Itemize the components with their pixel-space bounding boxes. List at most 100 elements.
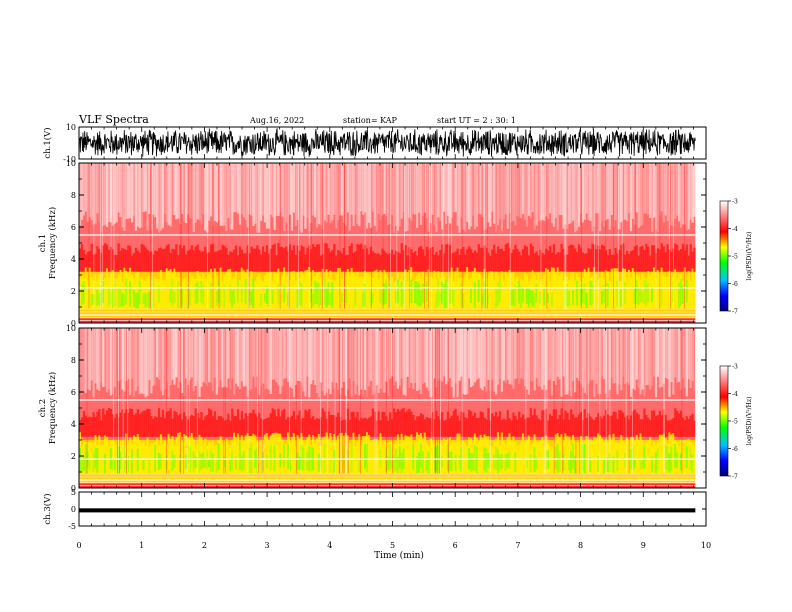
spectrogram-speckle — [691, 163, 694, 223]
spectrogram-green — [127, 455, 130, 473]
spectrogram-speckle — [169, 163, 172, 227]
ytick-label: 10 — [66, 324, 76, 333]
spectrogram-yellow — [375, 269, 378, 309]
spectrogram-red — [227, 254, 230, 272]
spectrogram-red — [254, 248, 257, 272]
spectrogram-yellow — [548, 280, 552, 309]
spectrogram-speckle — [375, 163, 378, 232]
spectrogram-red — [624, 417, 627, 437]
spectrogram-speckle — [358, 163, 361, 227]
spectrogram-speckle — [600, 163, 604, 222]
spectrogram-red — [508, 418, 511, 437]
spectrogram-speckle — [614, 163, 617, 220]
spectrogram-green — [392, 454, 396, 472]
spectrogram-speckle — [645, 163, 648, 214]
spectrogram-red — [131, 408, 134, 437]
spectrogram-green — [427, 451, 430, 474]
spectrogram-green — [194, 456, 197, 468]
spectrogram-speckle — [105, 328, 109, 393]
spectrogram-yellow — [358, 277, 361, 309]
spectrogram-green — [676, 451, 679, 469]
spectrogram-red — [446, 411, 450, 437]
spectrogram-green — [310, 286, 313, 303]
spectrogram-speckle — [658, 328, 661, 388]
spectrogram-speckle — [107, 328, 111, 390]
spectrogram-green — [443, 283, 446, 309]
spectrogram-speckle — [219, 163, 222, 226]
spectrogram-red — [523, 245, 527, 272]
spectrogram-yellow — [537, 272, 540, 309]
spectrogram-green — [102, 281, 105, 303]
spectrogram-red — [188, 416, 192, 437]
spectrogram-speckle — [236, 163, 240, 214]
spectrogram-speckle — [412, 328, 415, 390]
spectrogram-red — [412, 414, 415, 437]
spectrogram-green — [539, 290, 542, 304]
spectrogram-speckle — [319, 163, 322, 226]
spectrogram-speckle — [82, 163, 86, 216]
spectrogram-green — [396, 456, 400, 474]
spectrogram-speckle — [258, 163, 261, 233]
spectrogram-speckle — [140, 163, 143, 228]
spectrogram-speckle — [261, 163, 265, 216]
spectrogram-red — [583, 253, 586, 272]
spectrogram-yellow — [627, 269, 631, 309]
spectrogram-red — [473, 250, 477, 272]
spectrogram-speckle — [190, 163, 193, 219]
spectrogram-red — [246, 415, 249, 437]
spectrogram-speckle — [260, 163, 263, 221]
spectrogram-green — [639, 286, 642, 303]
spectrogram-speckle — [656, 163, 660, 233]
spectrogram-red — [622, 412, 625, 437]
spectrogram-yellow — [94, 274, 97, 309]
spectrogram-speckle — [329, 328, 332, 394]
spectrogram-green — [672, 281, 675, 303]
spectrogram-red — [416, 255, 419, 272]
spectrogram-speckle — [462, 328, 465, 394]
spectrogram-yellow — [285, 276, 288, 309]
spectrogram-yellow — [392, 281, 396, 309]
spectrogram-red — [443, 253, 446, 272]
spectrogram-red — [98, 248, 101, 272]
spectrogram-speckle — [570, 163, 573, 223]
spectrogram-red — [138, 252, 141, 272]
spectrogram-speckle — [269, 163, 272, 215]
spectrogram-red — [556, 419, 559, 437]
spectrogram-yellow — [225, 271, 228, 309]
spectrogram-speckle — [670, 163, 673, 226]
spectrogram-red — [277, 243, 280, 272]
spectrogram-red — [419, 245, 423, 272]
spectrogram-speckle — [360, 163, 363, 212]
spectrogram-red — [431, 412, 434, 437]
spectrogram-green — [256, 447, 259, 474]
spectrogram-speckle — [225, 328, 228, 388]
spectrogram-speckle — [156, 328, 159, 378]
spectrogram-speckle — [183, 328, 186, 397]
spectrogram-red — [323, 243, 326, 272]
spectrogram-green — [125, 452, 128, 470]
spectrogram-green — [231, 290, 234, 308]
spectrogram-green — [233, 288, 236, 305]
spectrogram-yellow — [186, 437, 190, 474]
spectrogram-speckle — [450, 328, 453, 388]
spectrogram-speckle — [547, 163, 550, 219]
spectrogram-red — [165, 411, 168, 437]
spectrogram-speckle — [223, 328, 226, 387]
spectrogram-red — [643, 250, 646, 272]
spectrogram-yellow — [600, 271, 604, 309]
spectrogram-speckle — [111, 328, 114, 395]
spectrogram-speckle — [610, 163, 613, 215]
spectrogram-green — [398, 446, 401, 469]
spectrogram-green — [261, 452, 265, 472]
spectrogram-yellow — [585, 435, 588, 474]
spectrogram-red — [683, 419, 687, 437]
spectrogram-red — [337, 412, 340, 437]
spectrogram-speckle — [444, 328, 448, 385]
spectrogram-red — [518, 251, 521, 272]
spectrogram-yellow — [635, 434, 638, 474]
spectrogram-yellow — [443, 438, 446, 474]
spectrogram-red — [550, 252, 554, 272]
spectrogram-red — [475, 417, 478, 437]
spectrogram-yellow — [693, 275, 696, 309]
spectrogram-green — [312, 293, 315, 307]
